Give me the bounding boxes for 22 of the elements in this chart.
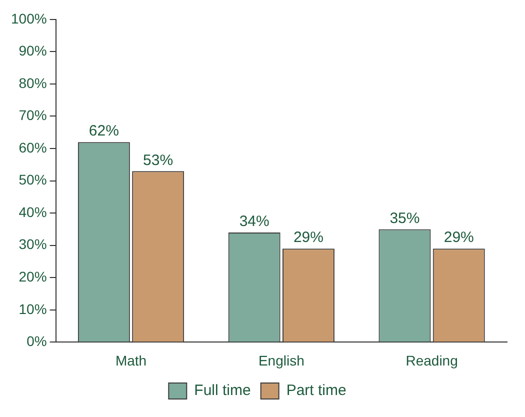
data-label: 29%	[293, 229, 324, 246]
x-tick-label: Math	[115, 352, 147, 368]
y-tick-label: 80%	[18, 74, 47, 91]
x-tick-label: Reading	[406, 352, 458, 368]
y-tick-label: 50%	[18, 172, 47, 188]
y-tick-label: 10%	[18, 300, 47, 317]
legend-label: Full time	[194, 382, 251, 400]
data-label: 53%	[143, 152, 174, 169]
data-label: 34%	[239, 213, 270, 230]
data-label: 62%	[88, 122, 119, 140]
y-tick-label: 100%	[10, 10, 47, 26]
data-label: 29%	[444, 229, 474, 246]
y-tick-label: 90%	[18, 42, 47, 59]
data-label: 35%	[390, 210, 420, 227]
y-tick-label: 60%	[18, 139, 47, 156]
legend-label: Part time	[286, 382, 346, 400]
y-tick-label: 0%	[26, 333, 47, 350]
y-tick-label: 40%	[18, 204, 47, 220]
y-tick-label: 20%	[18, 268, 47, 284]
y-tick-label: 70%	[18, 107, 47, 124]
y-tick-label: 30%	[18, 236, 47, 252]
x-tick-label: English	[258, 352, 304, 368]
